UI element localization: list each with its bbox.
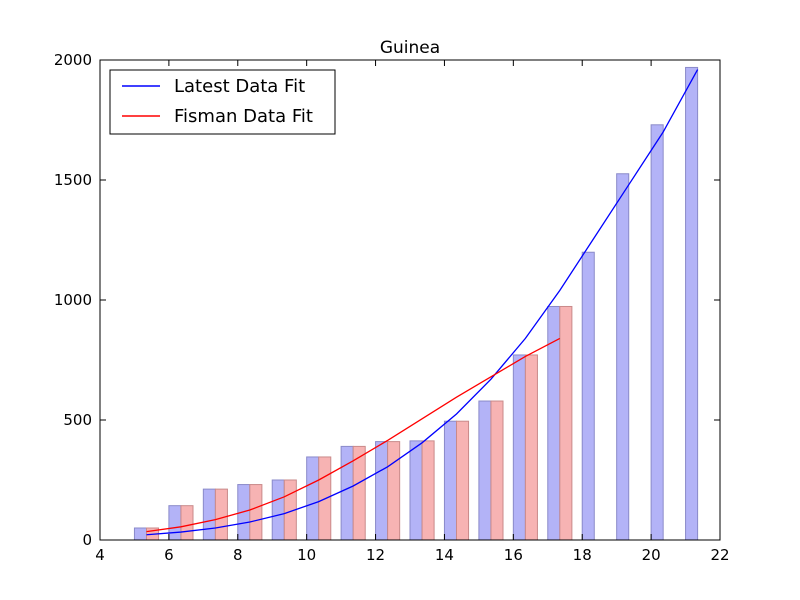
bar-series0-6 xyxy=(340,445,354,541)
bar-series1-10 xyxy=(490,400,504,541)
bar-series1-2 xyxy=(214,488,228,541)
x-tick-label-7: 18 xyxy=(573,546,592,564)
legend: Latest Data Fit Fisman Data Fit xyxy=(109,69,336,135)
bar-series1-7 xyxy=(387,441,401,541)
bar-series1-12 xyxy=(559,305,573,541)
bar-series1-1 xyxy=(180,505,194,541)
y-tick-label-3: 1500 xyxy=(54,171,92,189)
bars-group xyxy=(133,66,699,541)
legend-label-fisman: Fisman Data Fit xyxy=(174,106,313,127)
y-tick-label-2: 1000 xyxy=(54,291,92,309)
bar-series0-14 xyxy=(616,173,630,541)
bar-series0-4 xyxy=(271,479,285,541)
y-tick-label-4: 2000 xyxy=(54,51,92,69)
y-tick-label-0: 0 xyxy=(82,531,92,549)
bar-series0-13 xyxy=(581,251,595,541)
line-series-0 xyxy=(146,69,699,536)
bar-series1-8 xyxy=(421,440,435,541)
line-series-1 xyxy=(146,337,561,533)
chart-title: Guinea xyxy=(380,38,440,58)
y-tick-label-1: 500 xyxy=(63,411,92,429)
legend-box xyxy=(109,69,336,135)
bar-series0-5 xyxy=(306,456,320,541)
x-tick-label-2: 8 xyxy=(233,546,243,564)
bar-series0-15 xyxy=(650,124,664,541)
bar-series0-2 xyxy=(202,488,216,541)
bar-series0-7 xyxy=(375,441,389,541)
bar-series0-16 xyxy=(685,66,699,541)
bar-series1-3 xyxy=(249,484,263,541)
x-tick-label-4: 12 xyxy=(366,546,385,564)
x-tick-label-1: 6 xyxy=(164,546,174,564)
bar-series1-11 xyxy=(524,354,538,541)
x-tick-label-3: 10 xyxy=(297,546,316,564)
x-tick-label-8: 20 xyxy=(642,546,661,564)
bar-series0-1 xyxy=(168,505,182,541)
bar-series0-8 xyxy=(409,440,423,541)
bar-series0-9 xyxy=(443,420,458,541)
legend-label-latest: Latest Data Fit xyxy=(174,76,305,97)
bar-series0-11 xyxy=(512,354,526,541)
x-tick-label-6: 16 xyxy=(504,546,523,564)
bar-series1-9 xyxy=(456,420,470,541)
bar-series0-10 xyxy=(478,400,492,541)
lines-group xyxy=(146,69,699,536)
x-tick-label-9: 22 xyxy=(710,546,729,564)
axis-ticks: 4 6 8 10 12 14 16 18 20 22 0 500 1000 1500 2000 xyxy=(54,51,730,564)
x-tick-label-0: 4 xyxy=(95,546,105,564)
bar-series0-0 xyxy=(133,527,147,541)
x-tick-label-5: 14 xyxy=(435,546,454,564)
